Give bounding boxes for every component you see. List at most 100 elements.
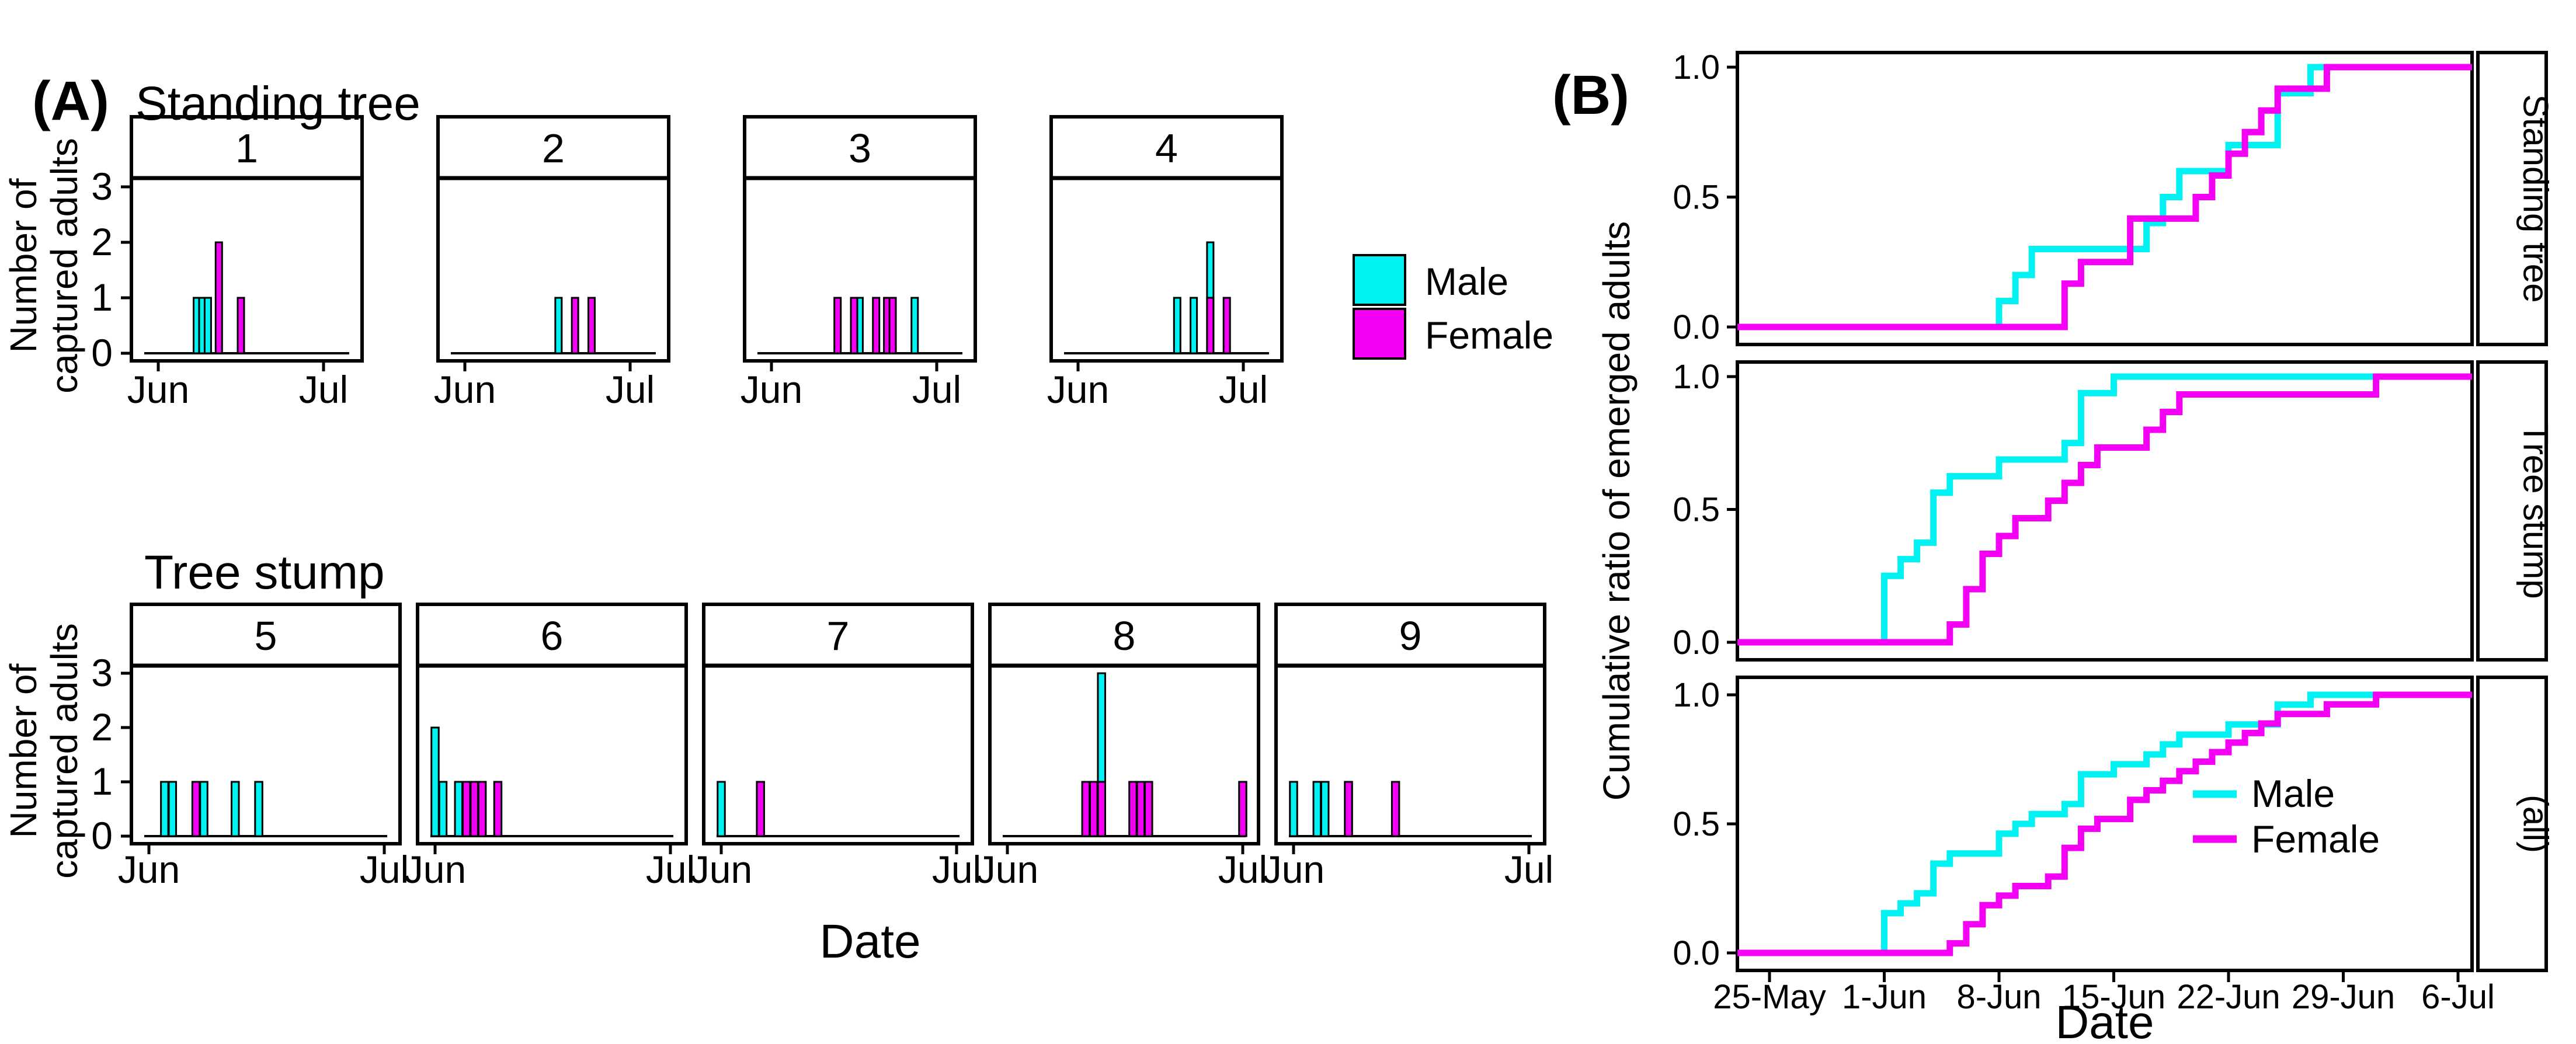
strip-label: 9 [1399, 613, 1422, 659]
facet-panel-box [130, 603, 402, 845]
female-bar [1136, 781, 1146, 837]
facet-panel-box [743, 115, 977, 363]
y-tick-label: 3 [91, 165, 113, 208]
male-bar [1289, 781, 1298, 837]
b-strip-box [2476, 360, 2548, 662]
b-facet-box [1736, 51, 2474, 346]
female-bar [850, 297, 858, 354]
y-tick-label: 3 [91, 651, 113, 694]
male-bar [454, 781, 464, 837]
x-tick-label: Jun [976, 848, 1038, 891]
b-x-tick-label: 25-May [1713, 978, 1826, 1016]
y-tick-label: 1 [91, 276, 113, 319]
group-title-tree-stump: Tree stump [144, 546, 385, 599]
female-bar [1206, 297, 1215, 354]
male-bar [1312, 781, 1322, 837]
female-bar [1344, 781, 1353, 837]
strip-label: 2 [542, 126, 565, 171]
x-tick-label: Jun [1047, 368, 1109, 411]
b-y-tick-label: 0.0 [1673, 934, 1720, 972]
a-ylabel-line1: Number of [2, 178, 44, 353]
y-tick-label: 2 [91, 220, 113, 263]
male-bar [1320, 781, 1330, 837]
x-tick-label: Jul [360, 848, 409, 891]
female-bar [1089, 781, 1098, 837]
legend-male-label: Male [1425, 260, 1508, 303]
x-tick-label: Jun [404, 848, 466, 891]
female-bar [493, 781, 503, 837]
y-tick-label: 2 [91, 705, 113, 749]
male-bar [438, 781, 448, 837]
y-tick-label: 0 [91, 331, 113, 374]
male-bar [430, 726, 440, 837]
male-bar [199, 781, 208, 837]
male-step-line [1737, 373, 2472, 646]
male-bar [1173, 297, 1181, 354]
a-ylabel-line2: captured adults [43, 138, 85, 394]
x-tick-label: Jul [1218, 848, 1267, 891]
female-bar [470, 781, 479, 837]
female-bar [461, 781, 471, 837]
panel-a-label: (A) [32, 70, 109, 132]
b-y-tick-label: 1.0 [1673, 48, 1720, 86]
b-y-tick-label: 1.0 [1673, 358, 1720, 396]
b-x-tick-label: 29-Jun [2292, 978, 2395, 1016]
b-facet-box [1736, 360, 2474, 662]
female-bar [214, 241, 223, 354]
female-bar [477, 781, 487, 837]
strip-label: 3 [849, 126, 871, 171]
female-bar [888, 297, 897, 354]
female-bar [756, 781, 765, 837]
strip-label: 5 [255, 613, 277, 659]
female-bar [1222, 297, 1231, 354]
x-tick-label: Jul [912, 368, 961, 411]
group-title-standing-tree: Standing tree [135, 77, 420, 130]
b-y-tick-label: 0.5 [1673, 179, 1720, 217]
b-legend-female-label: Female [2251, 817, 2380, 861]
x-tick-label: Jul [299, 368, 348, 411]
x-tick-label: Jul [606, 368, 655, 411]
strip-label: 7 [827, 613, 850, 659]
b-x-tick-label: 1-Jun [1842, 978, 1927, 1016]
y-tick-label: 1 [91, 760, 113, 803]
facet-panel-box [988, 603, 1260, 845]
y-tick-label: 0 [91, 814, 113, 857]
female-step-line [1737, 373, 2472, 646]
female-bar [1097, 781, 1106, 837]
x-tick-label: Jul [932, 848, 981, 891]
b-ylabel: Cumulative ratio of emerged adults [1595, 221, 1638, 801]
strip-label: 1 [235, 126, 258, 171]
facet-panel-box [702, 603, 974, 845]
panel-b-label: (B) [1552, 64, 1629, 126]
b-x-tick-label: 22-Jun [2177, 978, 2280, 1016]
female-bar [191, 781, 201, 837]
facet-panel-box [436, 115, 670, 363]
x-tick-label: Jun [690, 848, 752, 891]
x-tick-label: Jun [741, 368, 802, 411]
male-bar [160, 781, 169, 837]
legend-male-swatch [1353, 254, 1406, 306]
x-tick-label: Jul [646, 848, 695, 891]
b-y-tick-label: 0.5 [1673, 491, 1720, 529]
female-bar [1128, 781, 1138, 837]
facet-panel-box [1274, 603, 1546, 845]
strip-label: 4 [1155, 126, 1178, 171]
x-tick-label: Jun [434, 368, 496, 411]
b-strip-box [2476, 51, 2548, 346]
x-tick-label: Jun [118, 848, 180, 891]
a-ylabel-line2: captured adults [43, 623, 85, 879]
b-y-tick-label: 0.5 [1673, 805, 1720, 843]
female-bar [872, 297, 881, 354]
x-tick-label: Jul [1219, 368, 1268, 411]
b-y-tick-label: 0.0 [1673, 308, 1720, 346]
male-bar [168, 781, 178, 837]
female-bar [1081, 781, 1091, 837]
male-bar [231, 781, 240, 837]
a-xlabel: Date [819, 915, 920, 968]
b-y-tick-label: 0.0 [1673, 624, 1720, 662]
male-bar [203, 297, 212, 354]
legend-female-swatch [1353, 308, 1406, 360]
facet-panel-box [1049, 115, 1284, 363]
